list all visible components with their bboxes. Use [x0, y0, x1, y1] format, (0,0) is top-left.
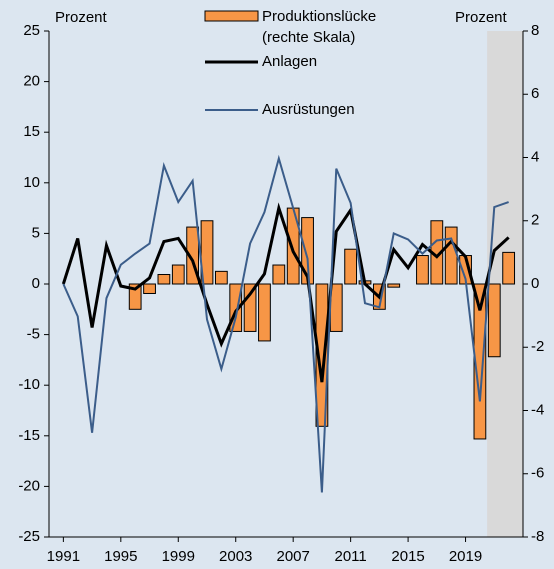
y-tick-label: 20: [23, 73, 40, 90]
x-tick-label: 1999: [162, 548, 195, 565]
bar: [502, 251, 516, 285]
x-tick-label: 2019: [449, 548, 482, 565]
y2-tick-label: -8: [531, 528, 544, 545]
bar: [258, 283, 271, 342]
bar: [143, 283, 156, 294]
x-tick-label: 2007: [276, 548, 309, 565]
x-tick-label: 2011: [335, 548, 367, 565]
bar: [344, 248, 358, 285]
y2-tick-label: -2: [531, 338, 544, 355]
y-tick-label: -20: [18, 477, 40, 494]
bar: [444, 226, 458, 285]
bar: [329, 283, 343, 332]
y-tick-label: 25: [23, 22, 40, 39]
y-tick-label: 10: [23, 174, 40, 191]
legend-swatch: [204, 10, 259, 22]
y2-tick-label: 6: [531, 85, 539, 102]
y2-tick-label: -6: [531, 465, 544, 482]
bar: [128, 283, 142, 310]
y-tick-label: 5: [32, 224, 40, 241]
bar: [229, 283, 243, 332]
y2-tick-label: 4: [531, 148, 539, 165]
bar: [487, 283, 501, 358]
y2-axis-label: Prozent: [455, 9, 508, 26]
legend-label: Ausrüstungen: [262, 101, 355, 118]
y-tick-label: 15: [23, 123, 40, 140]
y-axis-label: Prozent: [55, 9, 108, 26]
y-tick-label: -15: [18, 427, 40, 444]
y-tick-label: -25: [18, 528, 40, 545]
x-tick-label: 2015: [391, 548, 424, 565]
line: [62, 154, 509, 493]
bar: [272, 264, 286, 285]
x-tick-label: 1991: [47, 548, 80, 565]
legend-label: Anlagen: [262, 53, 317, 70]
line: [61, 202, 510, 383]
bar: [243, 283, 257, 332]
x-tick-label: 1995: [104, 548, 137, 565]
bar: [473, 283, 487, 440]
bar: [186, 226, 200, 285]
y2-tick-label: 2: [531, 212, 539, 229]
bar: [200, 220, 214, 285]
y-tick-label: 0: [32, 275, 40, 292]
y-tick-label: -5: [27, 326, 40, 343]
y-tick-label: -10: [18, 376, 40, 393]
y2-tick-label: 0: [531, 275, 539, 292]
bar: [157, 274, 171, 285]
bar: [416, 255, 429, 285]
bar: [387, 283, 401, 288]
y2-tick-label: 8: [531, 22, 539, 39]
bar: [171, 264, 185, 285]
y2-tick-label: -4: [531, 401, 544, 418]
x-tick-label: 2003: [219, 548, 252, 565]
legend-label: Produktionslücke (rechte Skala): [262, 8, 377, 46]
bar: [214, 270, 228, 285]
